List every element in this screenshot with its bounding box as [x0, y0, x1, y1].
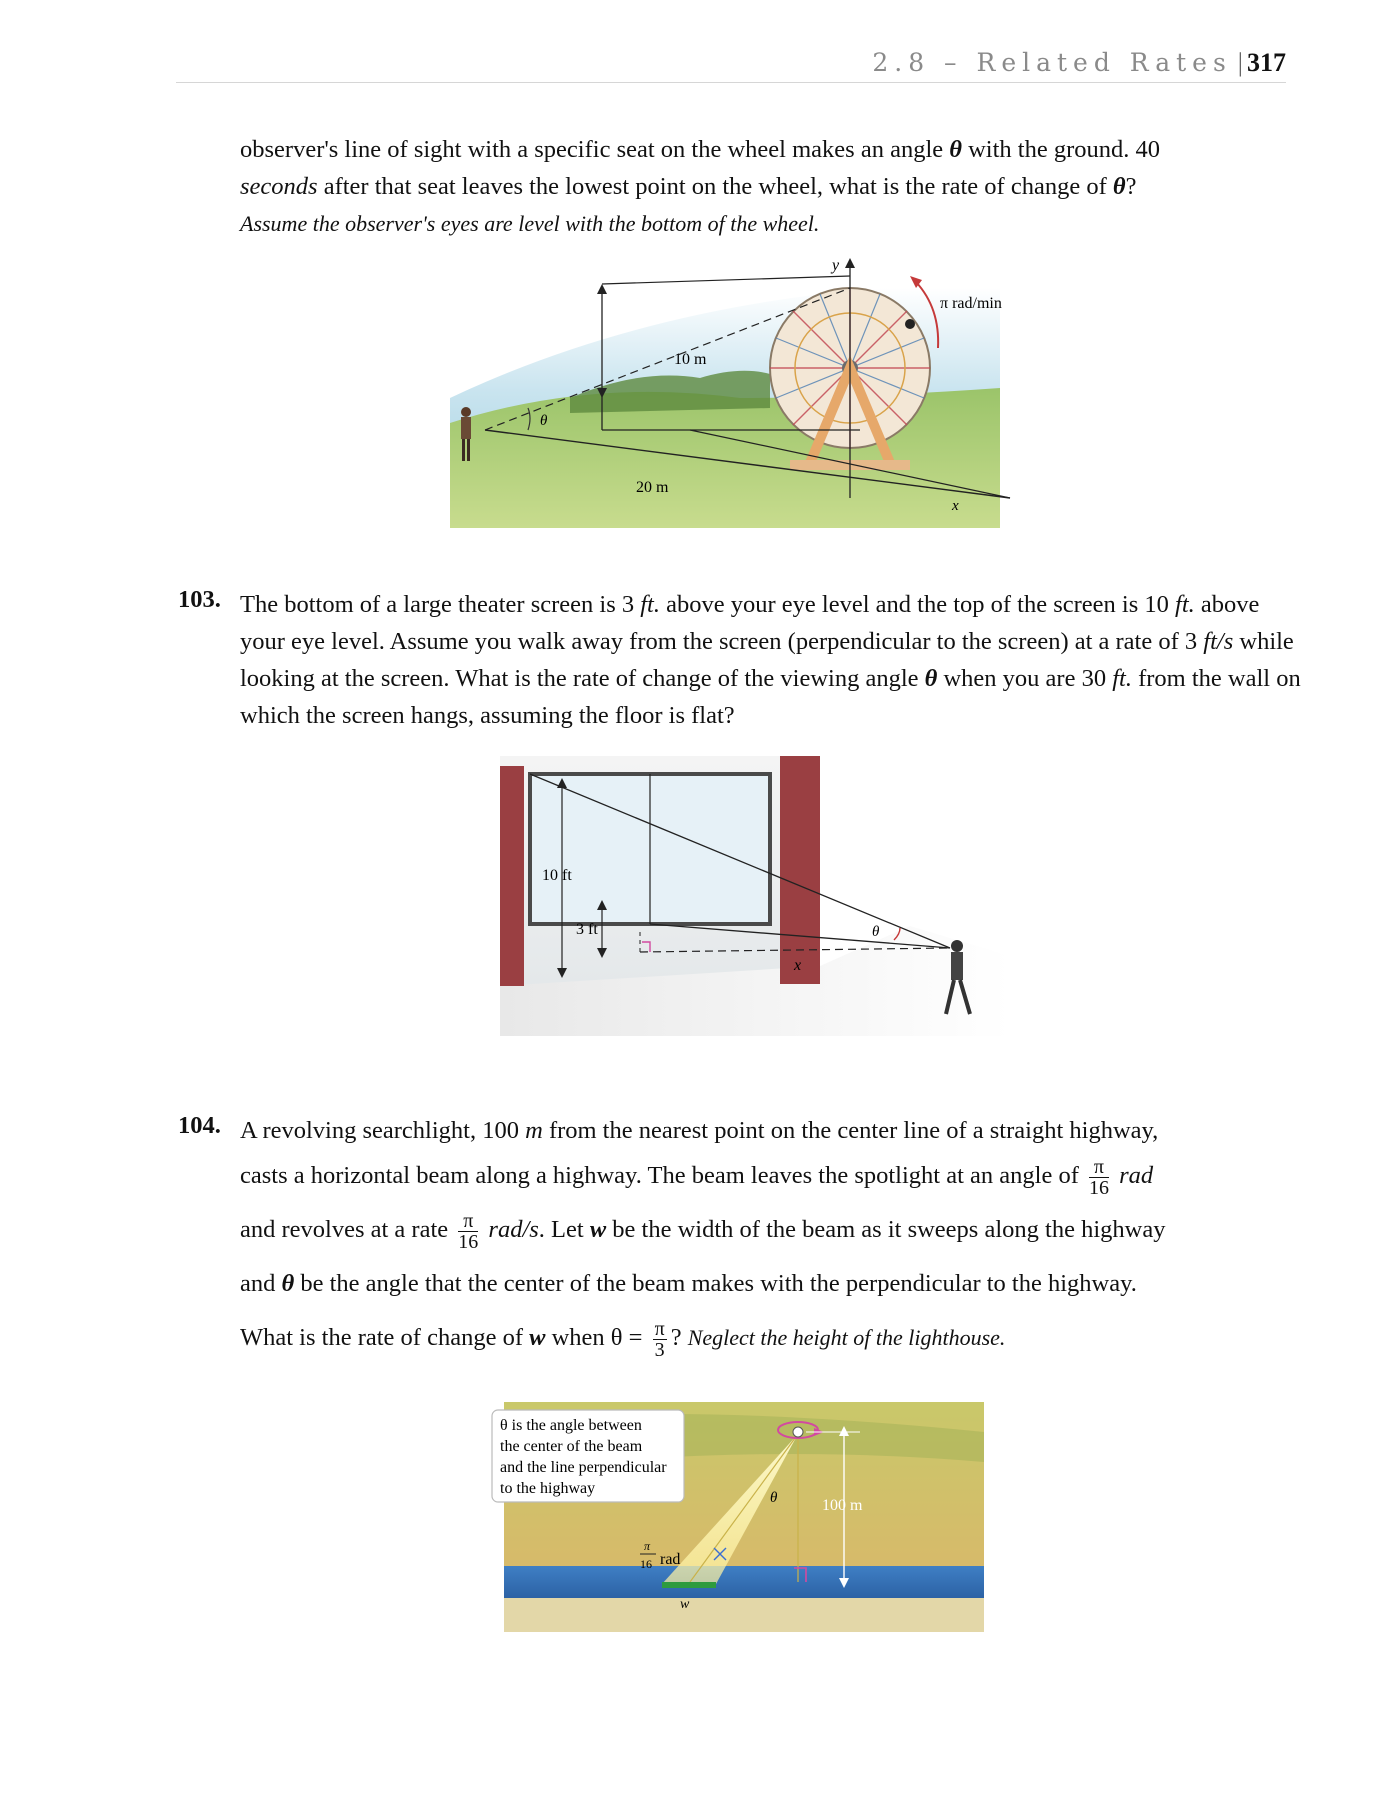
- label-10m: 10 m: [674, 351, 707, 368]
- callout-line-2: the center of the beam: [500, 1438, 643, 1455]
- observer-person: [461, 407, 471, 461]
- curtain-left: [500, 766, 524, 986]
- callout-line-1: θ is the angle between: [500, 1417, 642, 1434]
- problem-102-text: observer's line of sight with a specific…: [240, 136, 1160, 236]
- callout-box: θ is the angle between the center of the…: [491, 1409, 685, 1503]
- label-x: x: [951, 498, 959, 514]
- callout-line-4: to the highway: [500, 1480, 595, 1497]
- problem-104-text: A revolving searchlight, 100 m from the …: [240, 1117, 1166, 1361]
- label-theta: θ: [540, 413, 548, 429]
- problem-103-text: The bottom of a large theater screen is …: [240, 591, 1301, 729]
- label-theta: θ: [872, 924, 880, 940]
- searchlight: [792, 1426, 804, 1438]
- ferris-wheel-figure: y π rad/min 10 m θ 20 m x: [450, 257, 1011, 528]
- page-number: 317: [1247, 48, 1286, 77]
- walking-person: [944, 940, 972, 1015]
- label-theta: θ: [770, 1490, 778, 1506]
- label-100m: 100 m: [822, 1497, 863, 1514]
- problem-104-number: 104.: [178, 1112, 221, 1139]
- callout-line-3: and the line perpendicular: [500, 1459, 667, 1476]
- problem-102-note: Assume the observer's eyes are level wit…: [240, 211, 820, 236]
- fraction-pi-16-rate: π 16: [458, 1209, 479, 1253]
- label-rad: rad: [660, 1551, 680, 1568]
- light-beam: [662, 1434, 798, 1584]
- problem-103-number: 103.: [178, 586, 221, 613]
- curtain-right: [780, 756, 820, 984]
- label-y: y: [830, 257, 840, 274]
- label-pi: π: [644, 1539, 651, 1553]
- page-header: 2.8 – Related Rates | 317: [176, 48, 1286, 83]
- highway: [504, 1566, 984, 1598]
- fraction-pi-16: π 16: [1088, 1155, 1109, 1199]
- label-rate: π rad/min: [940, 295, 1002, 312]
- searchlight-figure: θ is the angle between the center of the…: [491, 1402, 984, 1632]
- label-w: w: [680, 1597, 690, 1612]
- label-16: 16: [640, 1557, 652, 1571]
- label-20m: 20 m: [636, 479, 669, 496]
- header-separator: |: [1237, 48, 1243, 77]
- label-10ft: 10 ft: [542, 867, 572, 884]
- theater-screen-figure: 10 ft 3 ft θ x: [500, 756, 1010, 1036]
- label-3ft: 3 ft: [576, 921, 598, 938]
- section-title: 2.8 – Related Rates: [872, 48, 1232, 77]
- label-x: x: [793, 957, 801, 974]
- beam-width-w: [662, 1582, 716, 1588]
- problem-104-note: Neglect the height of the lighthouse.: [687, 1325, 1006, 1350]
